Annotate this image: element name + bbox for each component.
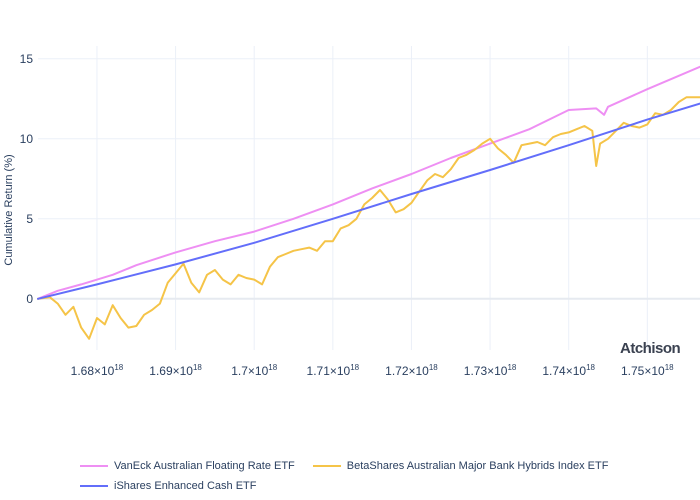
x-tick-exponent: 18 — [268, 363, 277, 372]
x-tick-label: 1.73×1018 — [464, 363, 517, 378]
x-tick-label: 1.75×1018 — [621, 363, 674, 378]
legend-label-betashares: BetaShares Australian Major Bank Hybrids… — [346, 460, 609, 472]
x-tick-label: 1.7×1018 — [231, 363, 277, 378]
legend-item-vaneck[interactable]: VanEck Australian Floating Rate ETF — [80, 460, 295, 472]
x-tick-base: 1.71×10 — [307, 364, 351, 378]
y-axis-title: Cumulative Return (%) — [3, 154, 15, 265]
series-lines — [37, 65, 700, 340]
y-tick-label: 15 — [20, 52, 34, 66]
series-line-0 — [37, 65, 700, 300]
x-tick-label: 1.68×1018 — [71, 363, 124, 378]
x-tick-base: 1.68×10 — [71, 364, 115, 378]
x-tick-base: 1.75×10 — [621, 364, 665, 378]
y-tick-label: 10 — [20, 132, 34, 146]
x-tick-label: 1.69×1018 — [149, 363, 202, 378]
legend-label-vaneck: VanEck Australian Floating Rate ETF — [114, 460, 295, 472]
gridlines — [38, 46, 700, 350]
x-axis-ticks: 1.68×1018 1.69×1018 1.7×1018 1.71×1018 1.72×… — [71, 363, 675, 378]
x-tick-base: 1.69×10 — [149, 364, 193, 378]
x-tick-exponent: 18 — [665, 363, 674, 372]
legend-item-betashares[interactable]: BetaShares Australian Major Bank Hybrids… — [312, 460, 609, 472]
x-tick-base: 1.74×10 — [542, 364, 586, 378]
x-tick-base: 1.73×10 — [464, 364, 508, 378]
legend-item-ishares[interactable]: iShares Enhanced Cash ETF — [80, 480, 256, 492]
x-tick-exponent: 18 — [586, 363, 595, 372]
x-tick-exponent: 18 — [507, 363, 516, 372]
x-tick-label: 1.72×1018 — [385, 363, 438, 378]
atchison-logo: Atchison — [620, 340, 681, 357]
x-tick-exponent: 18 — [193, 363, 202, 372]
x-tick-exponent: 18 — [429, 363, 438, 372]
legend: VanEck Australian Floating Rate ETF Beta… — [80, 456, 680, 496]
series-line-1 — [37, 96, 700, 340]
legend-label-ishares: iShares Enhanced Cash ETF — [114, 480, 257, 492]
legend-swatch-vaneck — [80, 465, 108, 467]
x-tick-base: 1.7×10 — [231, 364, 268, 378]
series-line-2 — [37, 102, 700, 300]
legend-swatch-ishares — [80, 485, 108, 487]
y-tick-label: 5 — [26, 212, 33, 226]
y-tick-label: 0 — [26, 292, 33, 306]
x-tick-exponent: 18 — [114, 363, 123, 372]
x-tick-exponent: 18 — [350, 363, 359, 372]
x-tick-label: 1.71×1018 — [307, 363, 360, 378]
y-axis-ticks: 0 5 10 15 — [20, 52, 34, 306]
legend-swatch-betashares — [312, 465, 341, 467]
x-tick-label: 1.74×1018 — [542, 363, 595, 378]
x-tick-base: 1.72×10 — [385, 364, 429, 378]
